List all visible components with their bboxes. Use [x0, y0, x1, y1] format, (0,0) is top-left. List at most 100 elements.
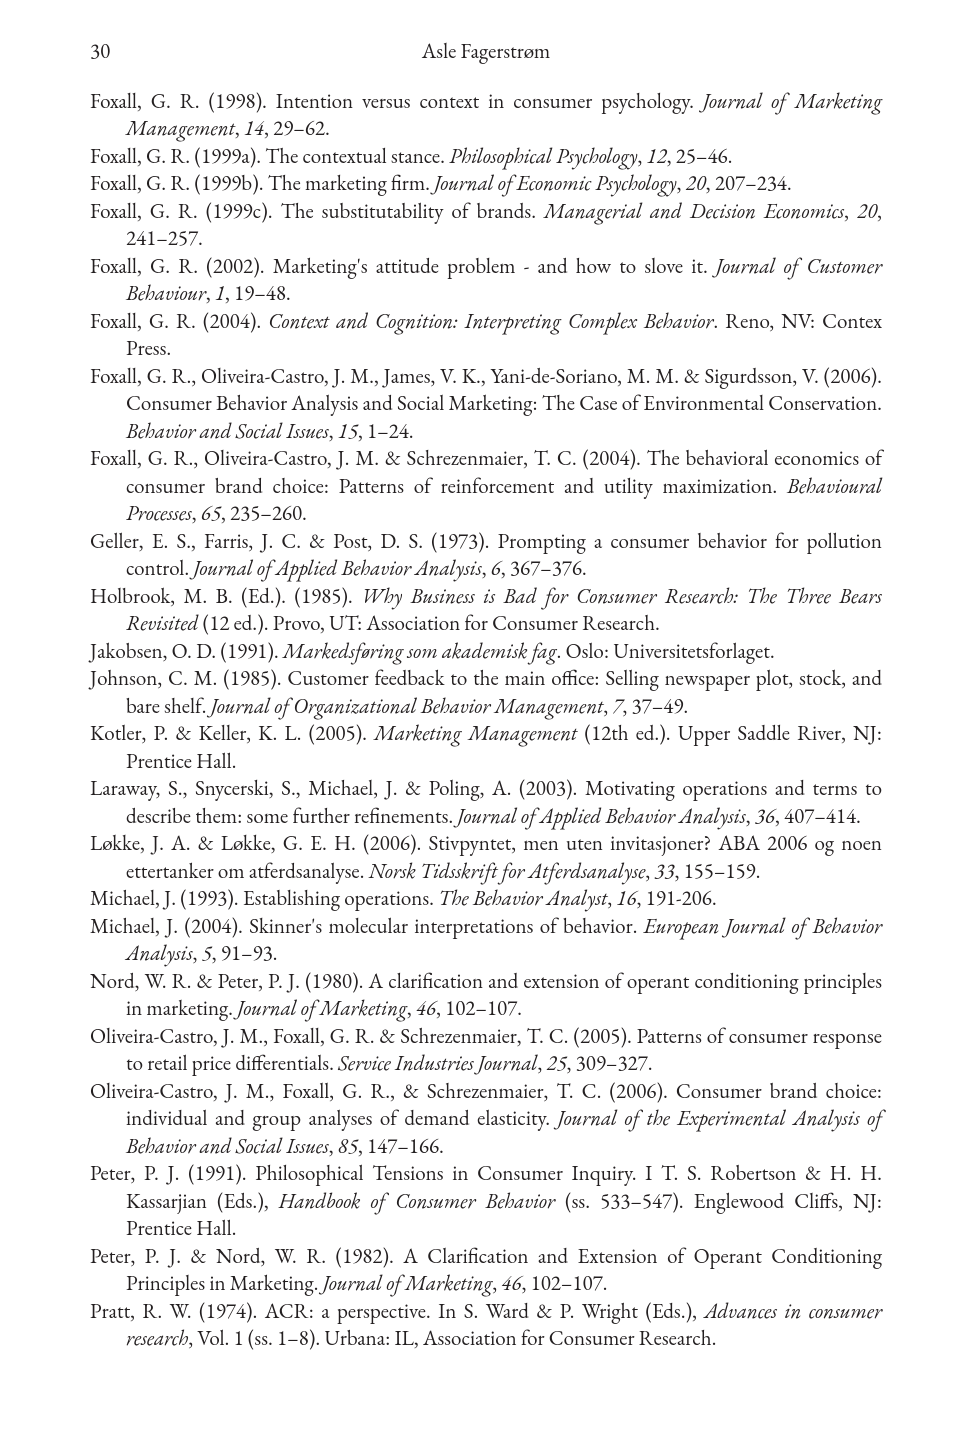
ref-italic-segment: Managerial and Decision Economics: [544, 198, 844, 225]
ref-text-segment: , 29–62.: [264, 115, 330, 142]
ref-text-segment: ,: [329, 418, 338, 445]
ref-italic-segment: 85: [338, 1133, 358, 1160]
ref-text-segment: . Oslo: Universitetsforlaget.: [557, 638, 775, 665]
ref-text-segment: ,: [638, 143, 647, 170]
reference-entry: Foxall, G. R. (1998). Intention versus c…: [90, 88, 882, 143]
ref-text-segment: Pratt, R. W. (1974). ACR: a perspective.…: [90, 1298, 704, 1325]
ref-italic-segment: 65: [201, 500, 221, 527]
ref-text-segment: Foxall, G. R. (1999b). The marketing fir…: [90, 170, 434, 197]
ref-text-segment: ,: [329, 1133, 338, 1160]
ref-italic-segment: Journal of Applied Behavior Analysis: [457, 803, 745, 830]
ref-text-segment: Foxall, G. R., Oliveira-Castro, J. M., J…: [90, 363, 882, 418]
ref-italic-segment: Journal of Marketing: [237, 995, 407, 1022]
ref-text-segment: , 235–260.: [221, 500, 307, 527]
ref-text-segment: , 367–376.: [501, 555, 587, 582]
ref-text-segment: , 19–48.: [225, 280, 291, 307]
reference-entry: Foxall, G. R. (1999c). The substitutabil…: [90, 198, 882, 253]
ref-text-segment: Foxall, G. R. (1999c). The substitutabil…: [90, 198, 544, 225]
ref-text-segment: , 102–107.: [436, 995, 522, 1022]
reference-entry: Løkke, J. A. & Løkke, G. E. H. (2006). S…: [90, 830, 882, 885]
ref-text-segment: , 91–93.: [212, 940, 278, 967]
ref-italic-segment: Journal of Applied Behavior Analysis: [193, 555, 481, 582]
ref-text-segment: , 207–234.: [706, 170, 792, 197]
ref-italic-segment: 16: [616, 885, 636, 912]
ref-text-segment: ,: [193, 940, 202, 967]
ref-italic-segment: 20: [857, 198, 877, 225]
ref-text-segment: (12 ed.). Provo, UT: Association for Con…: [198, 610, 659, 637]
reference-entry: Foxall, G. R., Oliveira-Castro, J. M. & …: [90, 445, 882, 528]
ref-italic-segment: 7: [612, 693, 622, 720]
reference-entry: Nord, W. R. & Peter, P. J. (1980). A cla…: [90, 968, 882, 1023]
ref-italic-segment: Norsk Tidsskrift for Atferdsanalyse: [369, 858, 646, 885]
ref-italic-segment: Service Industries Journal: [338, 1050, 537, 1077]
ref-text-segment: Jakobsen, O. D. (1991).: [90, 638, 283, 665]
ref-text-segment: Michael, J. (2004). Skinner's molecular …: [90, 913, 644, 940]
ref-text-segment: ,: [235, 115, 244, 142]
ref-text-segment: , 37–49.: [623, 693, 689, 720]
ref-text-segment: ,: [746, 803, 755, 830]
ref-italic-segment: 1: [215, 280, 225, 307]
page: 30 Asle Fagerstrøm Foxall, G. R. (1998).…: [0, 0, 960, 1439]
ref-text-segment: , 102–107.: [522, 1270, 608, 1297]
ref-text-segment: ,: [192, 500, 201, 527]
ref-text-segment: , 407–414.: [775, 803, 861, 830]
ref-italic-segment: Markedsføring som akademisk fag: [283, 638, 557, 665]
page-header: 30 Asle Fagerstrøm: [90, 38, 882, 66]
ref-text-segment: Foxall, G. R., Oliveira-Castro, J. M. & …: [90, 445, 882, 500]
reference-entry: Geller, E. S., Farris, J. C. & Post, D. …: [90, 528, 882, 583]
reference-entry: Pratt, R. W. (1974). ACR: a perspective.…: [90, 1298, 882, 1353]
ref-text-segment: , 147–166.: [358, 1133, 444, 1160]
ref-italic-segment: Philosophical Psychology: [449, 143, 637, 170]
ref-text-segment: , Vol. 1 (ss. 1–8). Urbana: IL, Associat…: [188, 1325, 716, 1352]
ref-italic-segment: 20: [686, 170, 706, 197]
reference-entry: Johnson, C. M. (1985). Customer feedback…: [90, 665, 882, 720]
reference-entry: Kotler, P. & Keller, K. L. (2005). Marke…: [90, 720, 882, 775]
ref-italic-segment: 6: [491, 555, 501, 582]
ref-italic-segment: Handbook of Consumer Behavior: [279, 1188, 555, 1215]
ref-text-segment: Michael, J. (1993). Establishing operati…: [90, 885, 438, 912]
ref-text-segment: , 309–327.: [567, 1050, 653, 1077]
ref-italic-segment: Context and Cognition: Interpreting Comp…: [268, 308, 713, 335]
ref-italic-segment: 33: [654, 858, 674, 885]
reference-entry: Foxall, G. R. (1999b). The marketing fir…: [90, 170, 882, 198]
ref-text-segment: , 191-206.: [637, 885, 717, 912]
reference-entry: Laraway, S., Snycerski, S., Michael, J. …: [90, 775, 882, 830]
ref-italic-segment: 14: [244, 115, 264, 142]
reference-entry: Oliveira-Castro, J. M., Foxall, G. R. & …: [90, 1023, 882, 1078]
ref-text-segment: Foxall, G. R. (1998). Intention versus c…: [90, 88, 703, 115]
ref-text-segment: ,: [677, 170, 686, 197]
reference-entry: Oliveira-Castro, J. M., Foxall, G. R., &…: [90, 1078, 882, 1161]
reference-entry: Foxall, G. R. (1999a). The contextual st…: [90, 143, 882, 171]
ref-italic-segment: Behavior and Social Issues: [126, 418, 329, 445]
ref-italic-segment: 46: [416, 995, 436, 1022]
ref-text-segment: Foxall, G. R. (2004).: [90, 308, 268, 335]
reference-list: Foxall, G. R. (1998). Intention versus c…: [90, 88, 882, 1353]
reference-entry: Michael, J. (1993). Establishing operati…: [90, 885, 882, 913]
ref-text-segment: Holbrook, M. B. (Ed.). (1985).: [90, 583, 361, 610]
reference-entry: Holbrook, M. B. (Ed.). (1985). Why Busin…: [90, 583, 882, 638]
ref-text-segment: , 25–46.: [667, 143, 733, 170]
ref-text-segment: , 1–24.: [358, 418, 414, 445]
ref-italic-segment: Journal of Marketing: [323, 1270, 493, 1297]
ref-text-segment: ,: [407, 995, 416, 1022]
reference-entry: Peter, P. J. (1991). Philosophical Tensi…: [90, 1160, 882, 1243]
ref-text-segment: Foxall, G. R. (2002). Marketing's attitu…: [90, 253, 716, 280]
ref-text-segment: Foxall, G. R. (1999a). The contextual st…: [90, 143, 449, 170]
ref-italic-segment: Marketing Management: [374, 720, 577, 747]
ref-italic-segment: Journal of Economic Psychology: [434, 170, 676, 197]
ref-italic-segment: 15: [338, 418, 358, 445]
reference-entry: Foxall, G. R. (2002). Marketing's attitu…: [90, 253, 882, 308]
ref-italic-segment: 36: [755, 803, 775, 830]
ref-italic-segment: The Behavior Analyst: [438, 885, 607, 912]
ref-italic-segment: 5: [202, 940, 212, 967]
ref-italic-segment: 46: [501, 1270, 521, 1297]
ref-text-segment: ,: [206, 280, 215, 307]
ref-text-segment: ,: [844, 198, 857, 225]
ref-italic-segment: 25: [546, 1050, 566, 1077]
ref-text-segment: Kotler, P. & Keller, K. L. (2005).: [90, 720, 374, 747]
ref-italic-segment: 12: [647, 143, 667, 170]
reference-entry: Michael, J. (2004). Skinner's molecular …: [90, 913, 882, 968]
reference-entry: Jakobsen, O. D. (1991). Markedsføring so…: [90, 638, 882, 666]
ref-text-segment: ,: [482, 555, 491, 582]
ref-text-segment: , 155–159.: [675, 858, 761, 885]
